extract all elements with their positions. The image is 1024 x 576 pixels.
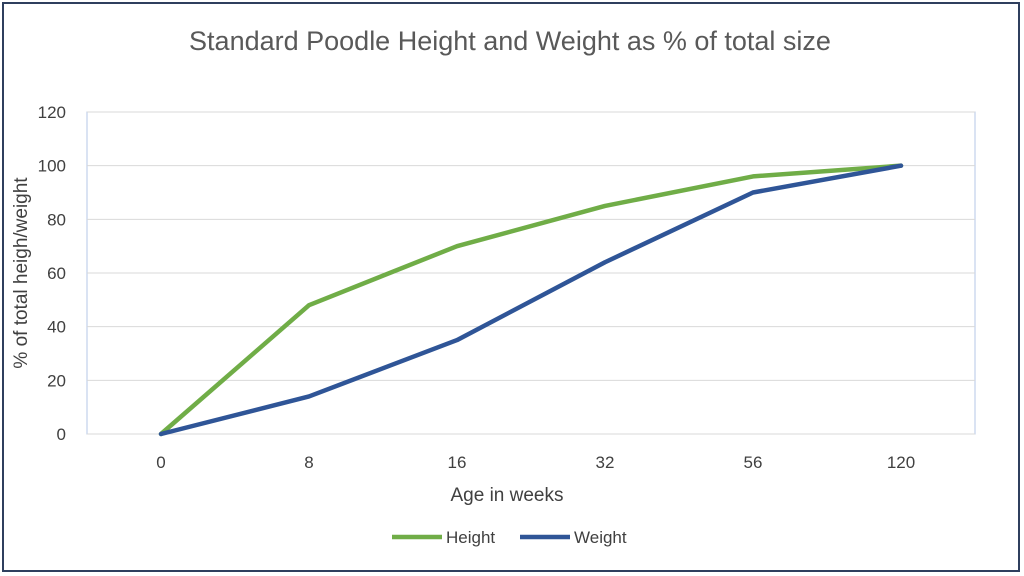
series-line-height (158, 163, 904, 437)
gridlines (87, 111, 975, 435)
legend-label-weight: Weight (574, 528, 627, 547)
legend: Height Weight (392, 528, 627, 547)
y-tick-label: 100 (38, 157, 66, 176)
y-tick-label: 80 (47, 210, 66, 229)
series-group (158, 163, 904, 437)
y-tick-label: 60 (47, 264, 66, 283)
y-tick-label: 20 (47, 371, 66, 390)
series-line-weight (158, 163, 904, 437)
x-axis-label: Age in weeks (450, 485, 563, 506)
x-tick-label: 16 (448, 453, 467, 472)
x-tick-label: 8 (304, 453, 313, 472)
x-tick-label: 32 (596, 453, 615, 472)
x-tick-label: 120 (887, 453, 915, 472)
x-axis-ticks: 0 8 16 32 56 120 (156, 453, 915, 472)
y-axis-ticks: 0 20 40 60 80 100 120 (38, 103, 66, 444)
y-tick-label: 0 (57, 425, 66, 444)
legend-label-height: Height (446, 528, 495, 547)
y-axis-label: % of total heigh/weight (11, 177, 32, 369)
y-tick-label: 40 (47, 318, 66, 337)
y-tick-label: 120 (38, 103, 66, 122)
x-tick-label: 56 (744, 453, 763, 472)
chart-title: Standard Poodle Height and Weight as % o… (189, 26, 831, 56)
x-tick-label: 0 (156, 453, 165, 472)
